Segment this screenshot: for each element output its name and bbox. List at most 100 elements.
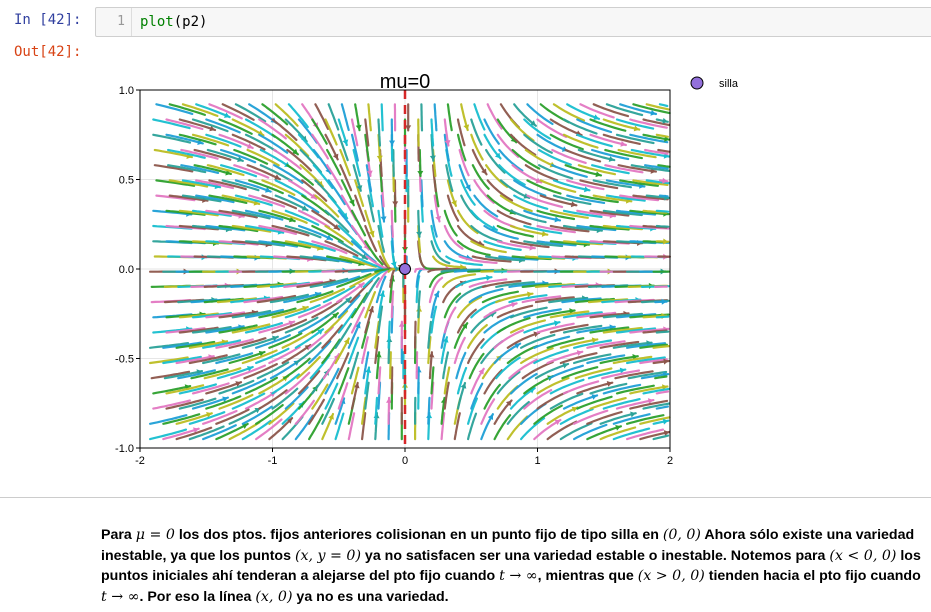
stream-arrow bbox=[451, 200, 457, 206]
markdown-cell: Para μ = 0 los dos ptos. fijos anteriore… bbox=[101, 525, 923, 607]
streamline bbox=[152, 133, 192, 144]
streamline bbox=[566, 179, 605, 191]
streamline bbox=[562, 133, 599, 149]
streamline bbox=[524, 164, 559, 182]
streamline bbox=[271, 305, 309, 319]
md-math: (x > 0, 0) bbox=[637, 568, 705, 584]
streamline bbox=[258, 389, 288, 410]
legend-label-silla: silla bbox=[719, 78, 739, 90]
streamline bbox=[561, 366, 599, 380]
streamline bbox=[562, 311, 603, 319]
streamline bbox=[377, 305, 384, 334]
streamline bbox=[456, 224, 485, 247]
streamline bbox=[273, 148, 302, 170]
streamline bbox=[533, 349, 569, 365]
streamline bbox=[244, 308, 284, 319]
streamline bbox=[509, 118, 535, 142]
code-line[interactable]: plot(p2) bbox=[140, 8, 207, 36]
streamline bbox=[208, 103, 243, 120]
stream-arrow bbox=[463, 124, 470, 130]
streamline bbox=[255, 334, 291, 349]
streamline bbox=[551, 164, 588, 178]
stream-arrow bbox=[554, 216, 561, 223]
streamline bbox=[208, 194, 248, 204]
stream-arrow bbox=[209, 125, 216, 132]
streamline bbox=[234, 179, 272, 193]
streamline bbox=[162, 413, 201, 425]
streamline bbox=[612, 427, 651, 441]
streamline bbox=[228, 350, 266, 365]
streamline bbox=[152, 118, 191, 130]
streamline bbox=[324, 367, 340, 395]
streamline bbox=[228, 421, 261, 441]
streamline bbox=[599, 340, 640, 349]
md-text: Ahora sólo existe una variedad inestable… bbox=[101, 527, 915, 564]
streamline bbox=[195, 179, 235, 190]
streamline bbox=[430, 118, 435, 147]
streamline bbox=[218, 133, 254, 150]
streamline bbox=[374, 396, 379, 425]
streamline bbox=[271, 133, 299, 156]
streamline bbox=[286, 164, 314, 186]
streamline bbox=[498, 255, 539, 261]
stream-arrow bbox=[663, 430, 670, 436]
streamline bbox=[499, 194, 533, 213]
streamline bbox=[258, 118, 287, 140]
streamline bbox=[655, 330, 670, 334]
streamline bbox=[629, 118, 668, 129]
streamline bbox=[629, 399, 669, 410]
streamline bbox=[433, 103, 438, 132]
streamline bbox=[579, 179, 619, 190]
streamline bbox=[587, 368, 627, 380]
streamline bbox=[486, 194, 517, 215]
streamline bbox=[604, 164, 644, 174]
streamline bbox=[533, 404, 563, 425]
streamline bbox=[294, 414, 314, 441]
streamline bbox=[655, 405, 669, 410]
stream-arrow bbox=[583, 186, 590, 193]
streamline bbox=[602, 118, 641, 131]
streamline bbox=[655, 209, 670, 213]
streamline bbox=[297, 370, 321, 395]
code-cell[interactable]: 1 plot(p2) bbox=[95, 7, 931, 37]
streamline bbox=[655, 224, 670, 228]
streamline bbox=[591, 148, 630, 161]
streamline bbox=[336, 272, 372, 288]
streamline bbox=[523, 224, 563, 235]
stream-arrow bbox=[554, 320, 560, 327]
stream-arrow bbox=[619, 367, 626, 374]
streamline bbox=[162, 341, 203, 349]
streamline bbox=[430, 240, 451, 265]
legend-marker-silla bbox=[690, 76, 704, 90]
stream-arrow bbox=[606, 380, 613, 387]
streamline bbox=[549, 240, 591, 246]
streamline bbox=[374, 320, 380, 349]
streamline bbox=[615, 327, 657, 334]
streamline bbox=[446, 194, 460, 222]
streamline bbox=[364, 381, 370, 410]
stream-arrow bbox=[368, 306, 375, 313]
streamline bbox=[311, 312, 339, 334]
streamline bbox=[321, 397, 335, 425]
y-tick-label: 0.0 bbox=[119, 264, 134, 276]
streamline bbox=[206, 148, 244, 162]
streamline bbox=[231, 209, 271, 220]
streamline bbox=[177, 369, 216, 380]
streamline bbox=[562, 394, 599, 410]
streamline bbox=[167, 164, 207, 174]
streamline bbox=[286, 148, 313, 172]
stream-arrow bbox=[380, 216, 387, 222]
streamline bbox=[538, 164, 574, 180]
streamline bbox=[165, 327, 206, 334]
streamline bbox=[271, 118, 298, 141]
streamline bbox=[244, 322, 283, 334]
md-math: t → ∞ bbox=[101, 588, 140, 605]
y-tick-label: -1.0 bbox=[115, 443, 134, 455]
streamline bbox=[496, 317, 531, 334]
streamline bbox=[191, 382, 230, 395]
streamline bbox=[639, 358, 668, 365]
streamline bbox=[175, 426, 213, 441]
streamline bbox=[244, 240, 286, 247]
streamline bbox=[483, 314, 515, 334]
streamline bbox=[523, 118, 552, 140]
